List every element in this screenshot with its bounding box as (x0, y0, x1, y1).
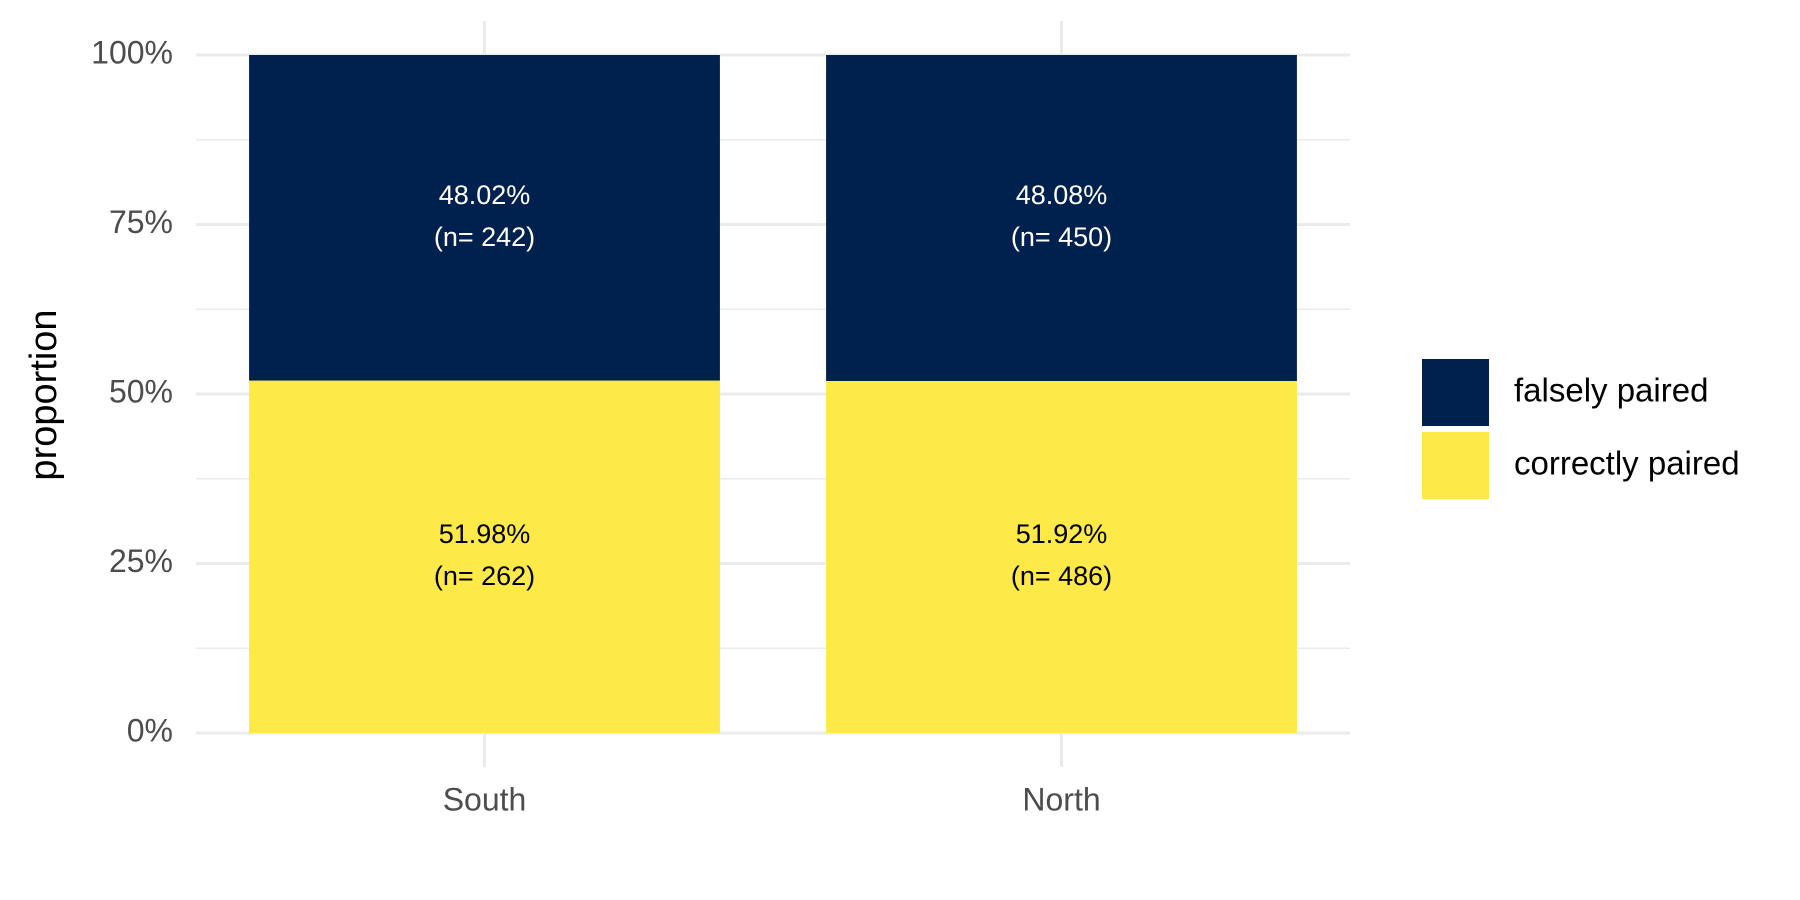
legend-key (1422, 359, 1489, 426)
count-label: (n= 486) (1011, 561, 1112, 591)
y-tick-label: 50% (109, 373, 173, 409)
bar-segment (249, 380, 720, 733)
x-tick-label: North (1022, 781, 1100, 817)
legend-label: falsely paired (1514, 372, 1708, 409)
bar-segment (249, 55, 720, 381)
y-tick-label: 25% (109, 543, 173, 579)
count-label: (n= 242) (434, 222, 535, 252)
data-label: 51.92% (1016, 519, 1108, 549)
bar-segment (826, 380, 1297, 733)
data-label: 51.98% (439, 519, 531, 549)
data-label: 48.08% (1016, 180, 1108, 210)
legend-label: correctly paired (1514, 445, 1740, 482)
legend-key (1422, 432, 1489, 499)
y-axis-label: proportion (23, 309, 65, 480)
y-tick-label: 100% (91, 34, 173, 70)
x-tick-label: South (443, 781, 527, 817)
data-label: 48.02% (439, 180, 531, 210)
y-tick-label: 75% (109, 204, 173, 240)
count-label: (n= 262) (434, 561, 535, 591)
bar-segment (826, 55, 1297, 381)
y-tick-label: 0% (127, 712, 173, 748)
count-label: (n= 450) (1011, 222, 1112, 252)
